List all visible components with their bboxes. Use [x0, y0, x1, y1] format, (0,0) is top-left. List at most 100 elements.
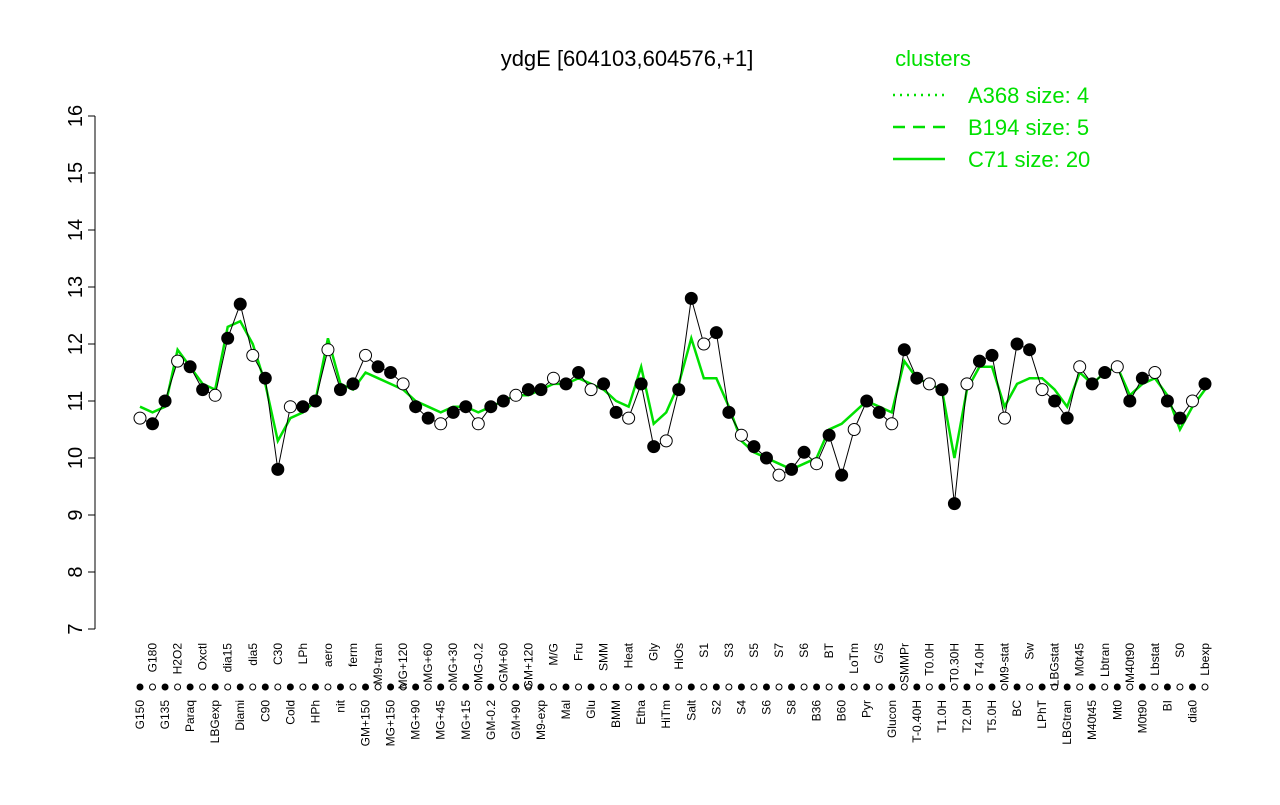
x-marker	[575, 683, 583, 691]
x-marker	[775, 683, 783, 691]
x-marker	[136, 683, 144, 691]
x-marker	[637, 683, 645, 691]
x-marker	[274, 683, 282, 691]
x-tick-label: MG+15	[459, 700, 473, 740]
x-marker	[938, 683, 946, 691]
x-marker	[324, 683, 332, 691]
point	[584, 383, 598, 397]
y-tick-label: 11	[65, 391, 87, 412]
x-marker	[687, 683, 695, 691]
x-tick-label: SMM	[597, 643, 611, 671]
point	[1173, 411, 1187, 425]
y-tick-label: 7	[65, 623, 87, 634]
point	[283, 400, 297, 414]
x-tick-label: S6	[797, 643, 811, 658]
x-tick-label: LoTm	[847, 643, 861, 674]
x-marker	[1076, 683, 1084, 691]
point	[1110, 360, 1124, 374]
y-tick-label: 10	[65, 447, 87, 469]
x-tick-label: dia0	[1185, 700, 1199, 723]
x-tick-label: G150	[133, 700, 147, 730]
x-marker	[662, 683, 670, 691]
y-tick-label: 13	[65, 276, 87, 298]
x-marker	[1176, 683, 1184, 691]
point	[860, 394, 874, 408]
point	[972, 354, 986, 368]
point	[296, 400, 310, 414]
point	[1135, 371, 1149, 385]
x-tick-label: T0.30H	[947, 643, 961, 682]
x-marker	[374, 683, 382, 691]
point	[897, 343, 911, 357]
point	[998, 411, 1012, 425]
point	[847, 423, 861, 436]
x-tick-label: Oxctl	[196, 643, 210, 670]
point	[709, 326, 723, 340]
point	[1160, 394, 1174, 408]
x-tick-label: HiOs	[672, 643, 686, 670]
x-marker	[875, 683, 883, 691]
x-marker	[850, 683, 858, 691]
x-marker	[863, 683, 871, 691]
x-tick-label: M0t45	[1073, 643, 1087, 677]
x-marker	[762, 683, 770, 691]
point	[634, 377, 648, 391]
x-marker	[537, 683, 545, 691]
x-tick-label: Lbtran	[1098, 643, 1112, 677]
x-marker	[950, 683, 958, 691]
x-tick-label: MG+60	[421, 643, 435, 683]
x-tick-label: LBGstat	[1048, 642, 1062, 686]
x-tick-label: T0.0H	[922, 643, 936, 676]
x-tick-label: H2O2	[171, 643, 185, 675]
point	[521, 383, 535, 397]
x-marker	[149, 683, 157, 691]
x-marker	[1038, 683, 1046, 691]
x-marker	[988, 683, 996, 691]
x-marker	[286, 683, 294, 691]
x-tick-label: M9-tran	[371, 643, 385, 684]
point	[810, 457, 824, 471]
x-tick-label: S6	[759, 700, 773, 715]
x-tick-label: HPh	[308, 700, 322, 723]
x-tick-label: Diami	[233, 700, 247, 731]
point	[384, 366, 398, 379]
x-tick-label: S4	[734, 700, 748, 715]
x-marker	[675, 683, 683, 691]
x-marker	[487, 683, 495, 691]
point	[985, 348, 999, 362]
point	[785, 462, 799, 476]
x-tick-label: Mt0	[1110, 700, 1124, 720]
chart-title: ydgE [604103,604576,+1]	[501, 46, 754, 71]
x-marker	[712, 683, 720, 691]
x-marker	[813, 683, 821, 691]
point	[459, 400, 473, 414]
x-marker	[788, 683, 796, 691]
x-marker	[462, 683, 470, 691]
x-tick-label: Sw	[1023, 643, 1037, 660]
point	[158, 394, 172, 408]
x-tick-label: S2	[709, 700, 723, 715]
x-marker	[650, 683, 658, 691]
point	[534, 383, 548, 397]
x-tick-label: GM+60	[496, 643, 510, 683]
x-tick-label: GM+120	[521, 643, 535, 690]
point	[910, 371, 924, 385]
x-tick-label: MG+45	[434, 700, 448, 740]
point	[1198, 377, 1212, 391]
x-marker	[211, 683, 219, 691]
x-tick-label: Lbexp	[1198, 643, 1212, 676]
x-tick-label: LPh	[296, 643, 310, 664]
x-marker	[1188, 683, 1196, 691]
x-tick-label: Paraq	[183, 700, 197, 732]
point	[496, 394, 510, 408]
x-marker	[975, 683, 983, 691]
x-marker	[424, 683, 432, 691]
point	[1123, 394, 1137, 408]
point	[572, 366, 586, 379]
x-tick-label: BT	[822, 642, 836, 658]
x-marker	[913, 683, 921, 691]
x-marker	[1201, 683, 1209, 691]
point	[471, 417, 485, 431]
x-marker	[1013, 683, 1021, 691]
x-marker	[311, 683, 319, 691]
